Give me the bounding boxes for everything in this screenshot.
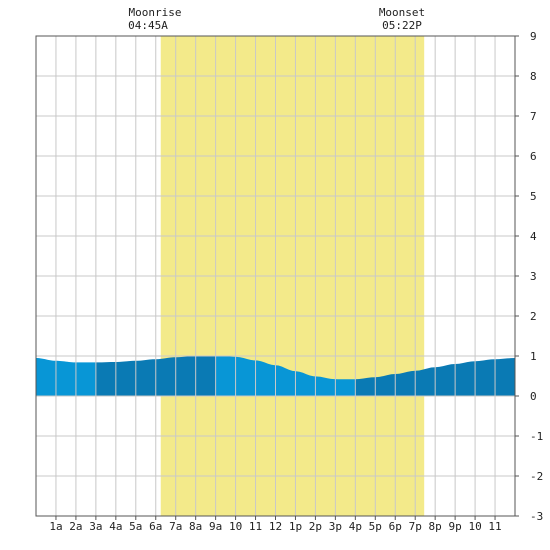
x-tick-label: 9p — [449, 520, 462, 533]
y-tick-label: 3 — [530, 270, 537, 283]
x-tick-label: 6a — [149, 520, 162, 533]
y-tick-label: 0 — [530, 390, 537, 403]
y-tick-label: 6 — [530, 150, 537, 163]
x-tick-label: 1p — [289, 520, 302, 533]
y-tick-label: 4 — [530, 230, 537, 243]
x-tick-label: 3p — [329, 520, 342, 533]
x-tick-label: 11 — [488, 520, 501, 533]
moonset-time: 05:22P — [382, 19, 422, 32]
x-tick-label: 7p — [409, 520, 422, 533]
tide-segment-3 — [215, 355, 356, 396]
x-tick-label: 12 — [269, 520, 282, 533]
tide-segment-1 — [36, 358, 96, 396]
moonrise-time: 04:45A — [128, 19, 168, 32]
x-tick-label: 7a — [169, 520, 182, 533]
y-tick-label: 2 — [530, 310, 537, 323]
x-tick-label: 10 — [468, 520, 481, 533]
x-tick-label: 2p — [309, 520, 322, 533]
x-axis-ticks: 1a 2a 3a 4a 5a 6a 7a 8a 9a 10 11 12 1p 2p 3p 4p 5p 6p 7p 8p… — [49, 516, 502, 533]
x-tick-label: 5a — [129, 520, 142, 533]
y-tick-label: 5 — [530, 190, 537, 203]
moonset-label: Moonset — [379, 6, 425, 19]
y-tick-label: 7 — [530, 110, 537, 123]
y-tick-label: -2 — [530, 470, 543, 483]
y-axis-ticks: 9 8 7 6 5 4 3 2 1 0 -1 -2 -3 — [515, 30, 543, 523]
x-tick-label: 3a — [89, 520, 102, 533]
x-tick-label: 8p — [429, 520, 442, 533]
x-tick-label: 11 — [249, 520, 262, 533]
x-tick-label: 6p — [389, 520, 402, 533]
x-tick-label: 5p — [369, 520, 382, 533]
x-tick-label: 9a — [209, 520, 222, 533]
x-tick-label: 4p — [349, 520, 362, 533]
x-tick-label: 1a — [49, 520, 62, 533]
y-tick-label: 8 — [530, 70, 537, 83]
grid-lines — [36, 36, 515, 516]
y-tick-label: 1 — [530, 350, 537, 363]
moonrise-label: Moonrise — [129, 6, 182, 19]
y-tick-label: -3 — [530, 510, 543, 523]
x-tick-label: 2a — [69, 520, 82, 533]
y-tick-label: 9 — [530, 30, 537, 43]
x-tick-label: 8a — [189, 520, 202, 533]
y-tick-label: -1 — [530, 430, 543, 443]
x-tick-label: 4a — [109, 520, 122, 533]
x-tick-label: 10 — [229, 520, 242, 533]
